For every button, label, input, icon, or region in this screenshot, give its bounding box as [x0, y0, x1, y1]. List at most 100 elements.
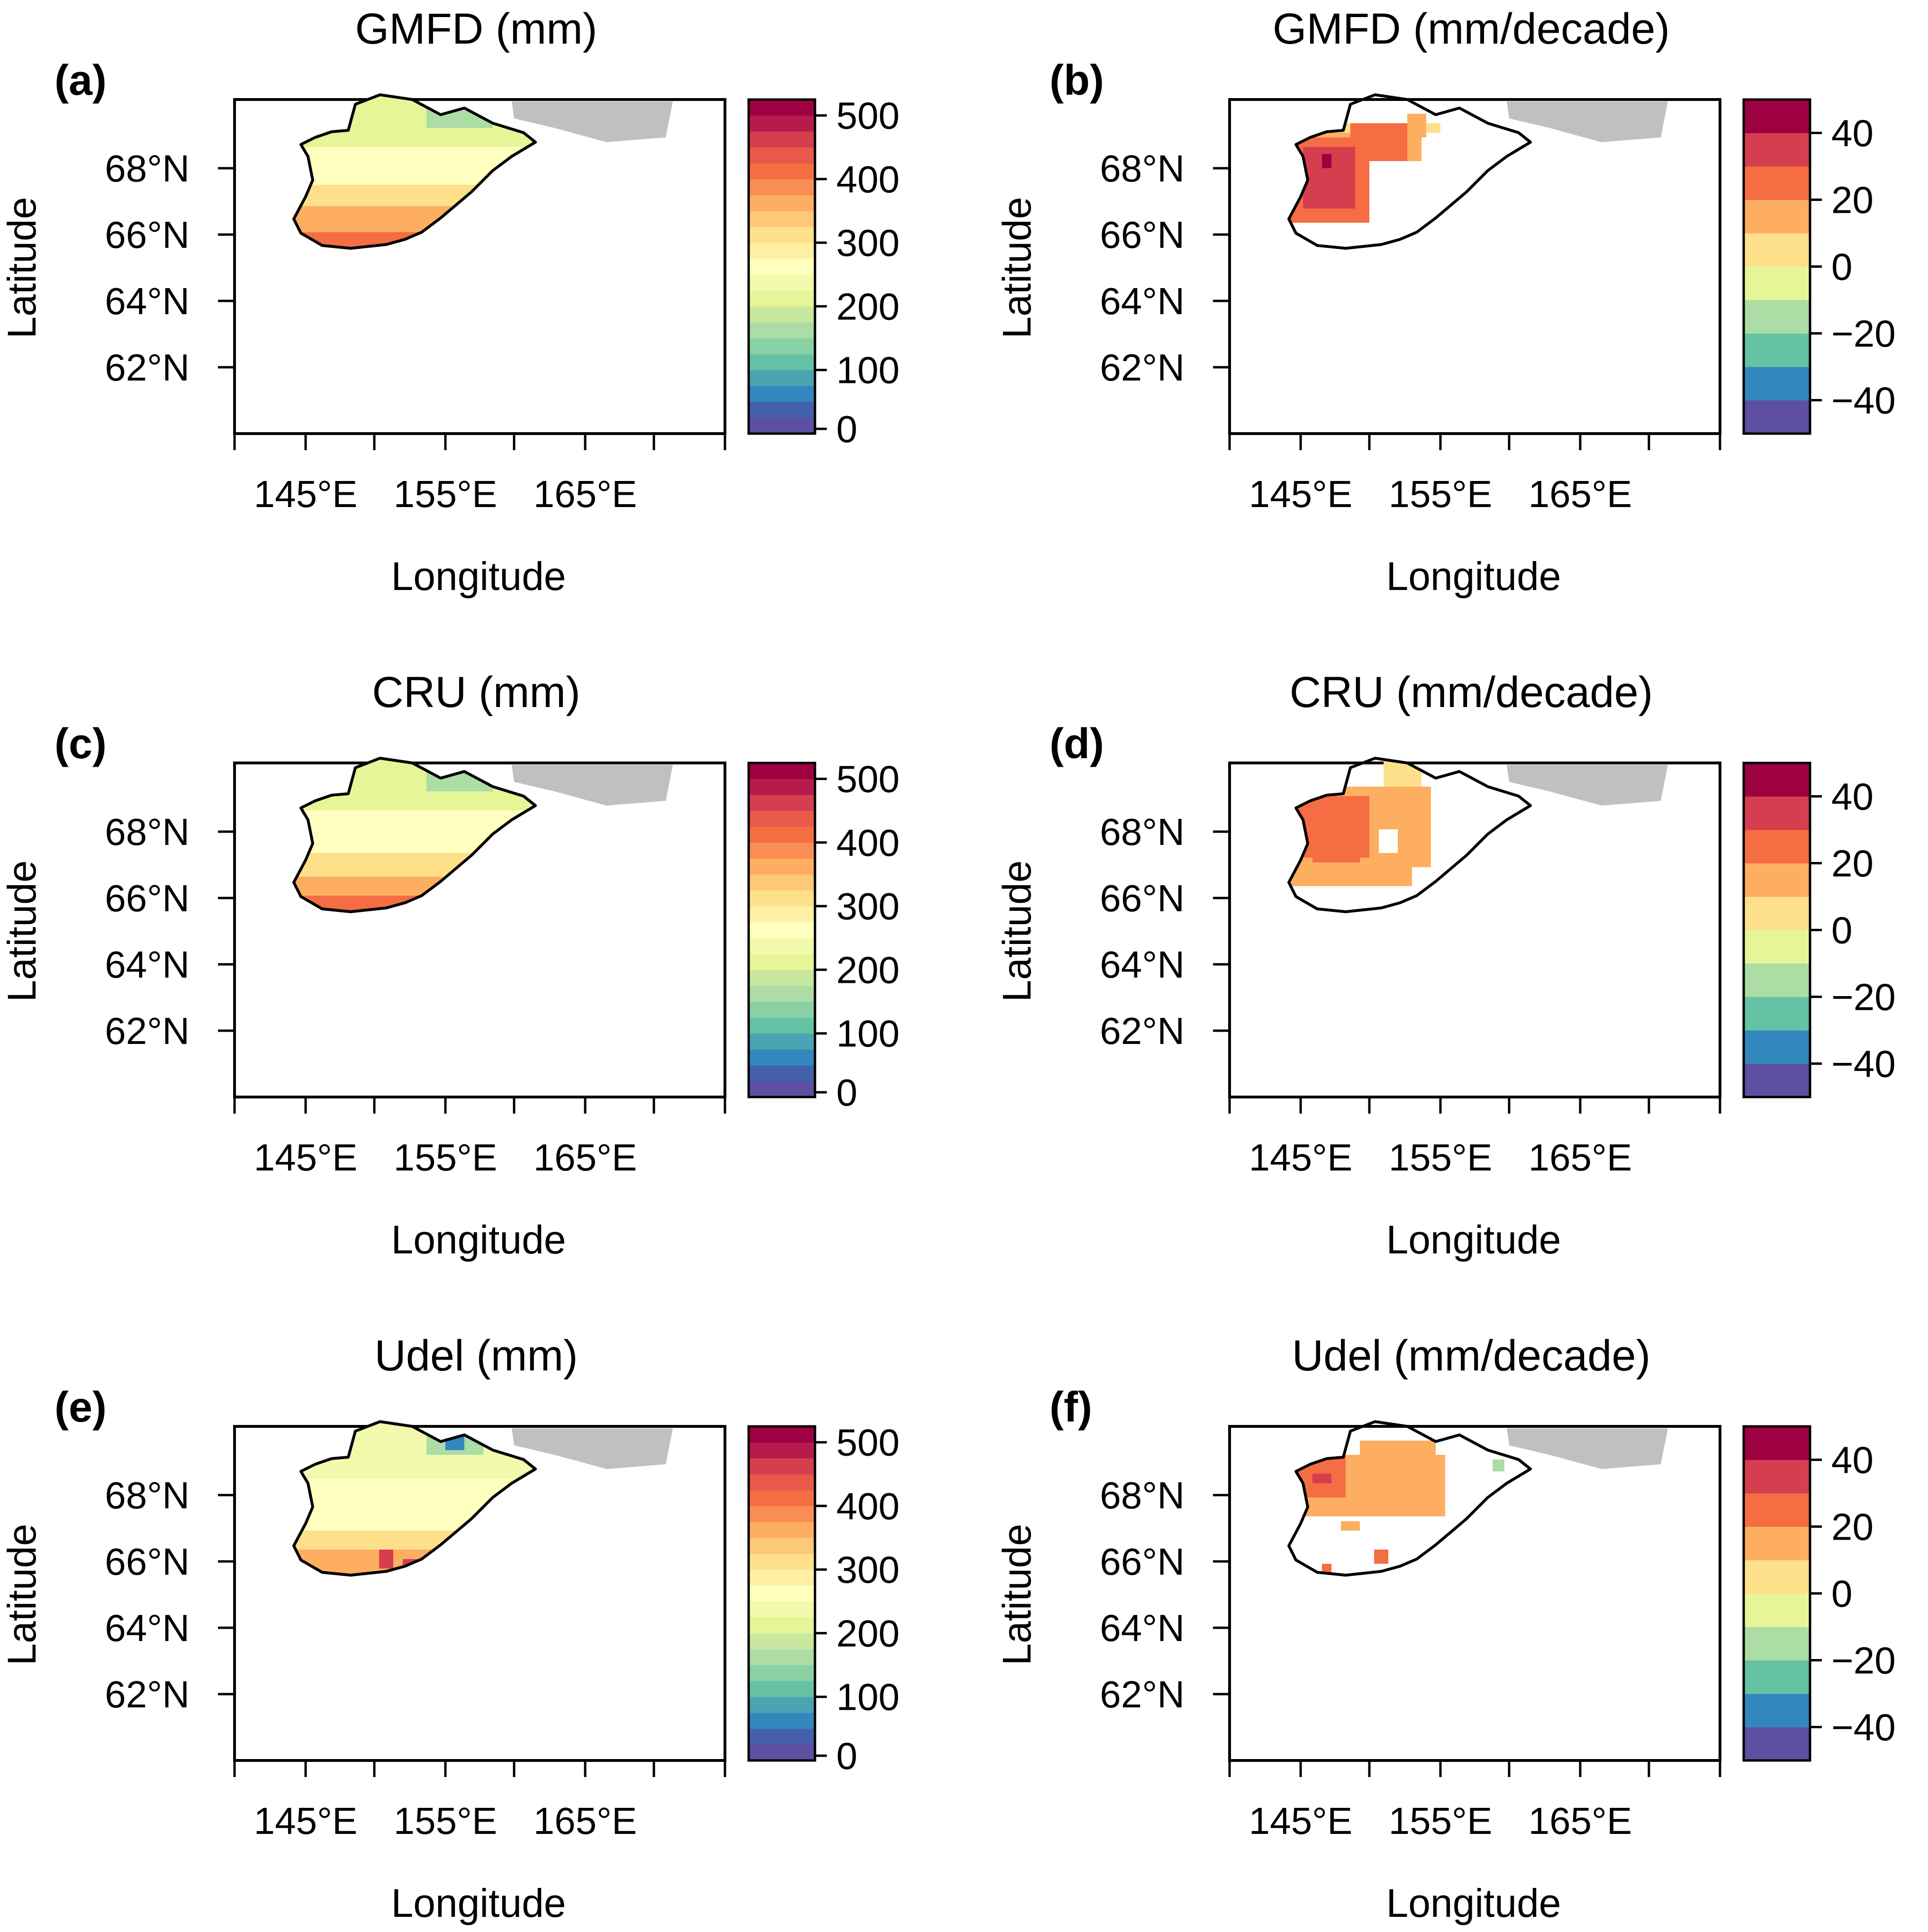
colorbar-swatch	[749, 306, 815, 323]
colorbar-swatch	[1744, 200, 1810, 234]
colorbar-swatch	[749, 354, 815, 371]
y-tick-label: 64°N	[105, 280, 190, 322]
colorbar-swatch	[1744, 1593, 1810, 1627]
y-tick-label: 66°N	[1100, 214, 1185, 256]
colorbar-tick-label: 40	[1831, 1439, 1874, 1481]
colorbar-swatch	[1744, 233, 1810, 267]
x-axis-title: Longitude	[1386, 1217, 1561, 1262]
colorbar-swatch	[749, 1713, 815, 1729]
colorbar-swatch	[749, 290, 815, 307]
colorbar-swatch	[749, 1442, 815, 1459]
colorbar-swatch	[749, 810, 815, 827]
y-tick-label: 66°N	[105, 214, 190, 256]
colorbar-swatch	[749, 795, 815, 811]
colorbar-swatch	[749, 115, 815, 132]
colorbar-tick-label: 300	[836, 885, 899, 927]
colorbar-tick-label: 100	[836, 349, 899, 391]
y-tick-label: 64°N	[105, 943, 190, 986]
y-axis-title: Latitude	[995, 1524, 1039, 1666]
land-outside	[512, 101, 673, 142]
y-axis	[1213, 830, 1230, 1032]
colorbar-swatch	[1744, 300, 1810, 334]
y-tick-label: 62°N	[1100, 1673, 1185, 1715]
y-axis	[1213, 167, 1230, 369]
x-axis	[233, 1097, 726, 1114]
clim-hot-cell	[379, 1550, 393, 1569]
colorbar-swatch	[749, 227, 815, 243]
panel-a: GMFD (mm) (a) 68°N	[0, 5, 899, 599]
colorbar-swatch	[1744, 1560, 1810, 1594]
panel-title: Udel (mm)	[374, 1332, 578, 1380]
colorbar-swatch	[749, 1049, 815, 1066]
map-frame	[233, 1420, 726, 1762]
colorbar-swatch	[749, 195, 815, 211]
x-axis	[233, 1760, 726, 1777]
colorbar-swatch	[1744, 796, 1810, 830]
map-frame	[233, 757, 726, 1098]
panel-title: CRU (mm/decade)	[1290, 668, 1653, 717]
colorbar-swatch	[749, 1569, 815, 1586]
y-axis-title: Latitude	[995, 197, 1039, 339]
colorbar-swatch	[749, 131, 815, 148]
colorbar-swatch	[1744, 1526, 1810, 1560]
colorbar-swatch	[1744, 1660, 1810, 1694]
land-outside	[512, 765, 673, 806]
colorbar-tick-label: −20	[1831, 313, 1896, 355]
x-tick-label: 155°E	[394, 1800, 498, 1842]
y-tick-label: 64°N	[1100, 280, 1185, 322]
y-axis	[218, 167, 235, 369]
colorbar-swatch	[749, 1681, 815, 1697]
colorbar-swatch	[749, 401, 815, 418]
colorbar-swatch	[1744, 133, 1810, 167]
y-tick-label: 62°N	[1100, 1010, 1185, 1052]
x-tick-label: 155°E	[1389, 473, 1493, 515]
x-axis-title: Longitude	[1386, 554, 1561, 599]
colorbar-tick-label: 0	[836, 408, 858, 450]
colorbar-swatch	[1744, 1627, 1810, 1660]
colorbar-swatch	[749, 1522, 815, 1538]
colorbar-swatch	[749, 1017, 815, 1034]
y-axis	[1213, 1494, 1230, 1696]
colorbar: 40 20 0 −20 −40	[1742, 1425, 1896, 1762]
x-axis	[1228, 434, 1721, 450]
basin-map	[1287, 93, 1532, 250]
panel-c: CRU (mm) (c) 68°N 6	[0, 668, 899, 1262]
colorbar-swatch	[749, 922, 815, 938]
colorbar-frame	[747, 1425, 816, 1762]
panel-title: GMFD (mm)	[355, 5, 597, 53]
colorbar-swatch	[749, 243, 815, 259]
x-axis-title: Longitude	[391, 1217, 566, 1262]
colorbar-swatch	[749, 1081, 815, 1098]
colorbar-swatch	[749, 1553, 815, 1570]
colorbar-swatch	[1744, 897, 1810, 930]
x-axis-title: Longitude	[391, 1881, 566, 1925]
colorbar-tick-label: 20	[1831, 843, 1874, 885]
map-frame	[1228, 1420, 1721, 1762]
colorbar-swatch	[1744, 763, 1810, 797]
trend-cell-weak	[1289, 867, 1412, 886]
colorbar-swatch	[749, 1065, 815, 1081]
colorbar-swatch	[749, 1601, 815, 1618]
y-tick-label: 68°N	[1100, 811, 1185, 853]
colorbar-swatch	[749, 1538, 815, 1554]
colorbar-swatch	[749, 986, 815, 1002]
colorbar-swatch	[1744, 997, 1810, 1031]
colorbar-swatch	[749, 1585, 815, 1602]
colorbar-swatch	[749, 1458, 815, 1475]
colorbar-frame	[747, 762, 816, 1098]
x-axis-title: Longitude	[1386, 1881, 1561, 1925]
trend-cell-weak	[1341, 1521, 1360, 1531]
x-tick-label: 145°E	[254, 1136, 358, 1179]
x-tick-label: 145°E	[254, 1800, 358, 1842]
colorbar-swatch	[1744, 1727, 1810, 1761]
trend-cell-max	[1322, 154, 1331, 168]
colorbar-swatch	[749, 763, 815, 780]
colorbar-swatch	[1744, 166, 1810, 200]
colorbar-tick-label: 0	[836, 1735, 858, 1777]
x-axis-title: Longitude	[391, 554, 566, 599]
y-tick-label: 62°N	[1100, 346, 1185, 389]
x-tick-label: 165°E	[1529, 1800, 1632, 1842]
y-tick-label: 64°N	[105, 1607, 190, 1649]
colorbar-swatch	[749, 338, 815, 354]
x-tick-label: 145°E	[254, 473, 358, 515]
